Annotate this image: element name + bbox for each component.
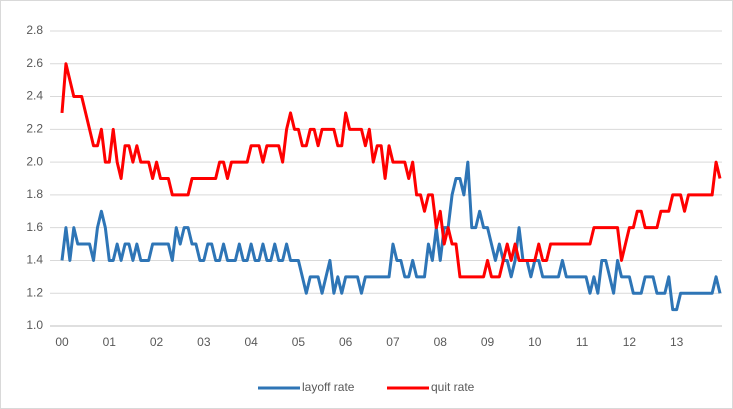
legend-label: quit rate	[431, 380, 475, 394]
legend-label: layoff rate	[302, 380, 355, 394]
y-tick-label: 1.2	[26, 285, 43, 299]
y-tick-label: 2.4	[26, 89, 43, 103]
x-tick-label: 13	[670, 335, 684, 349]
x-tick-label: 07	[386, 335, 400, 349]
y-tick-label: 1.6	[26, 220, 43, 234]
series-line	[60, 62, 722, 279]
y-tick-label: 1.0	[26, 318, 43, 332]
x-tick-label: 03	[197, 335, 211, 349]
y-tick-label: 1.8	[26, 187, 43, 201]
x-tick-label: 11	[576, 335, 589, 349]
y-tick-label: 2.2	[26, 122, 43, 136]
x-tick-label: 09	[481, 335, 495, 349]
y-tick-label: 2.0	[26, 154, 43, 168]
x-tick-label: 00	[55, 335, 69, 349]
y-tick-label: 2.6	[26, 56, 43, 70]
y-tick-label: 1.4	[26, 253, 43, 267]
y-tick-label: 2.8	[26, 23, 43, 37]
x-tick-label: 08	[434, 335, 448, 349]
x-tick-label: 05	[292, 335, 306, 349]
x-tick-label: 06	[339, 335, 353, 349]
x-tick-label: 10	[528, 335, 542, 349]
x-tick-label: 02	[150, 335, 164, 349]
series-line	[60, 160, 722, 312]
x-tick-label: 01	[103, 335, 117, 349]
x-tick-label: 04	[244, 335, 258, 349]
x-tick-label: 12	[623, 335, 637, 349]
